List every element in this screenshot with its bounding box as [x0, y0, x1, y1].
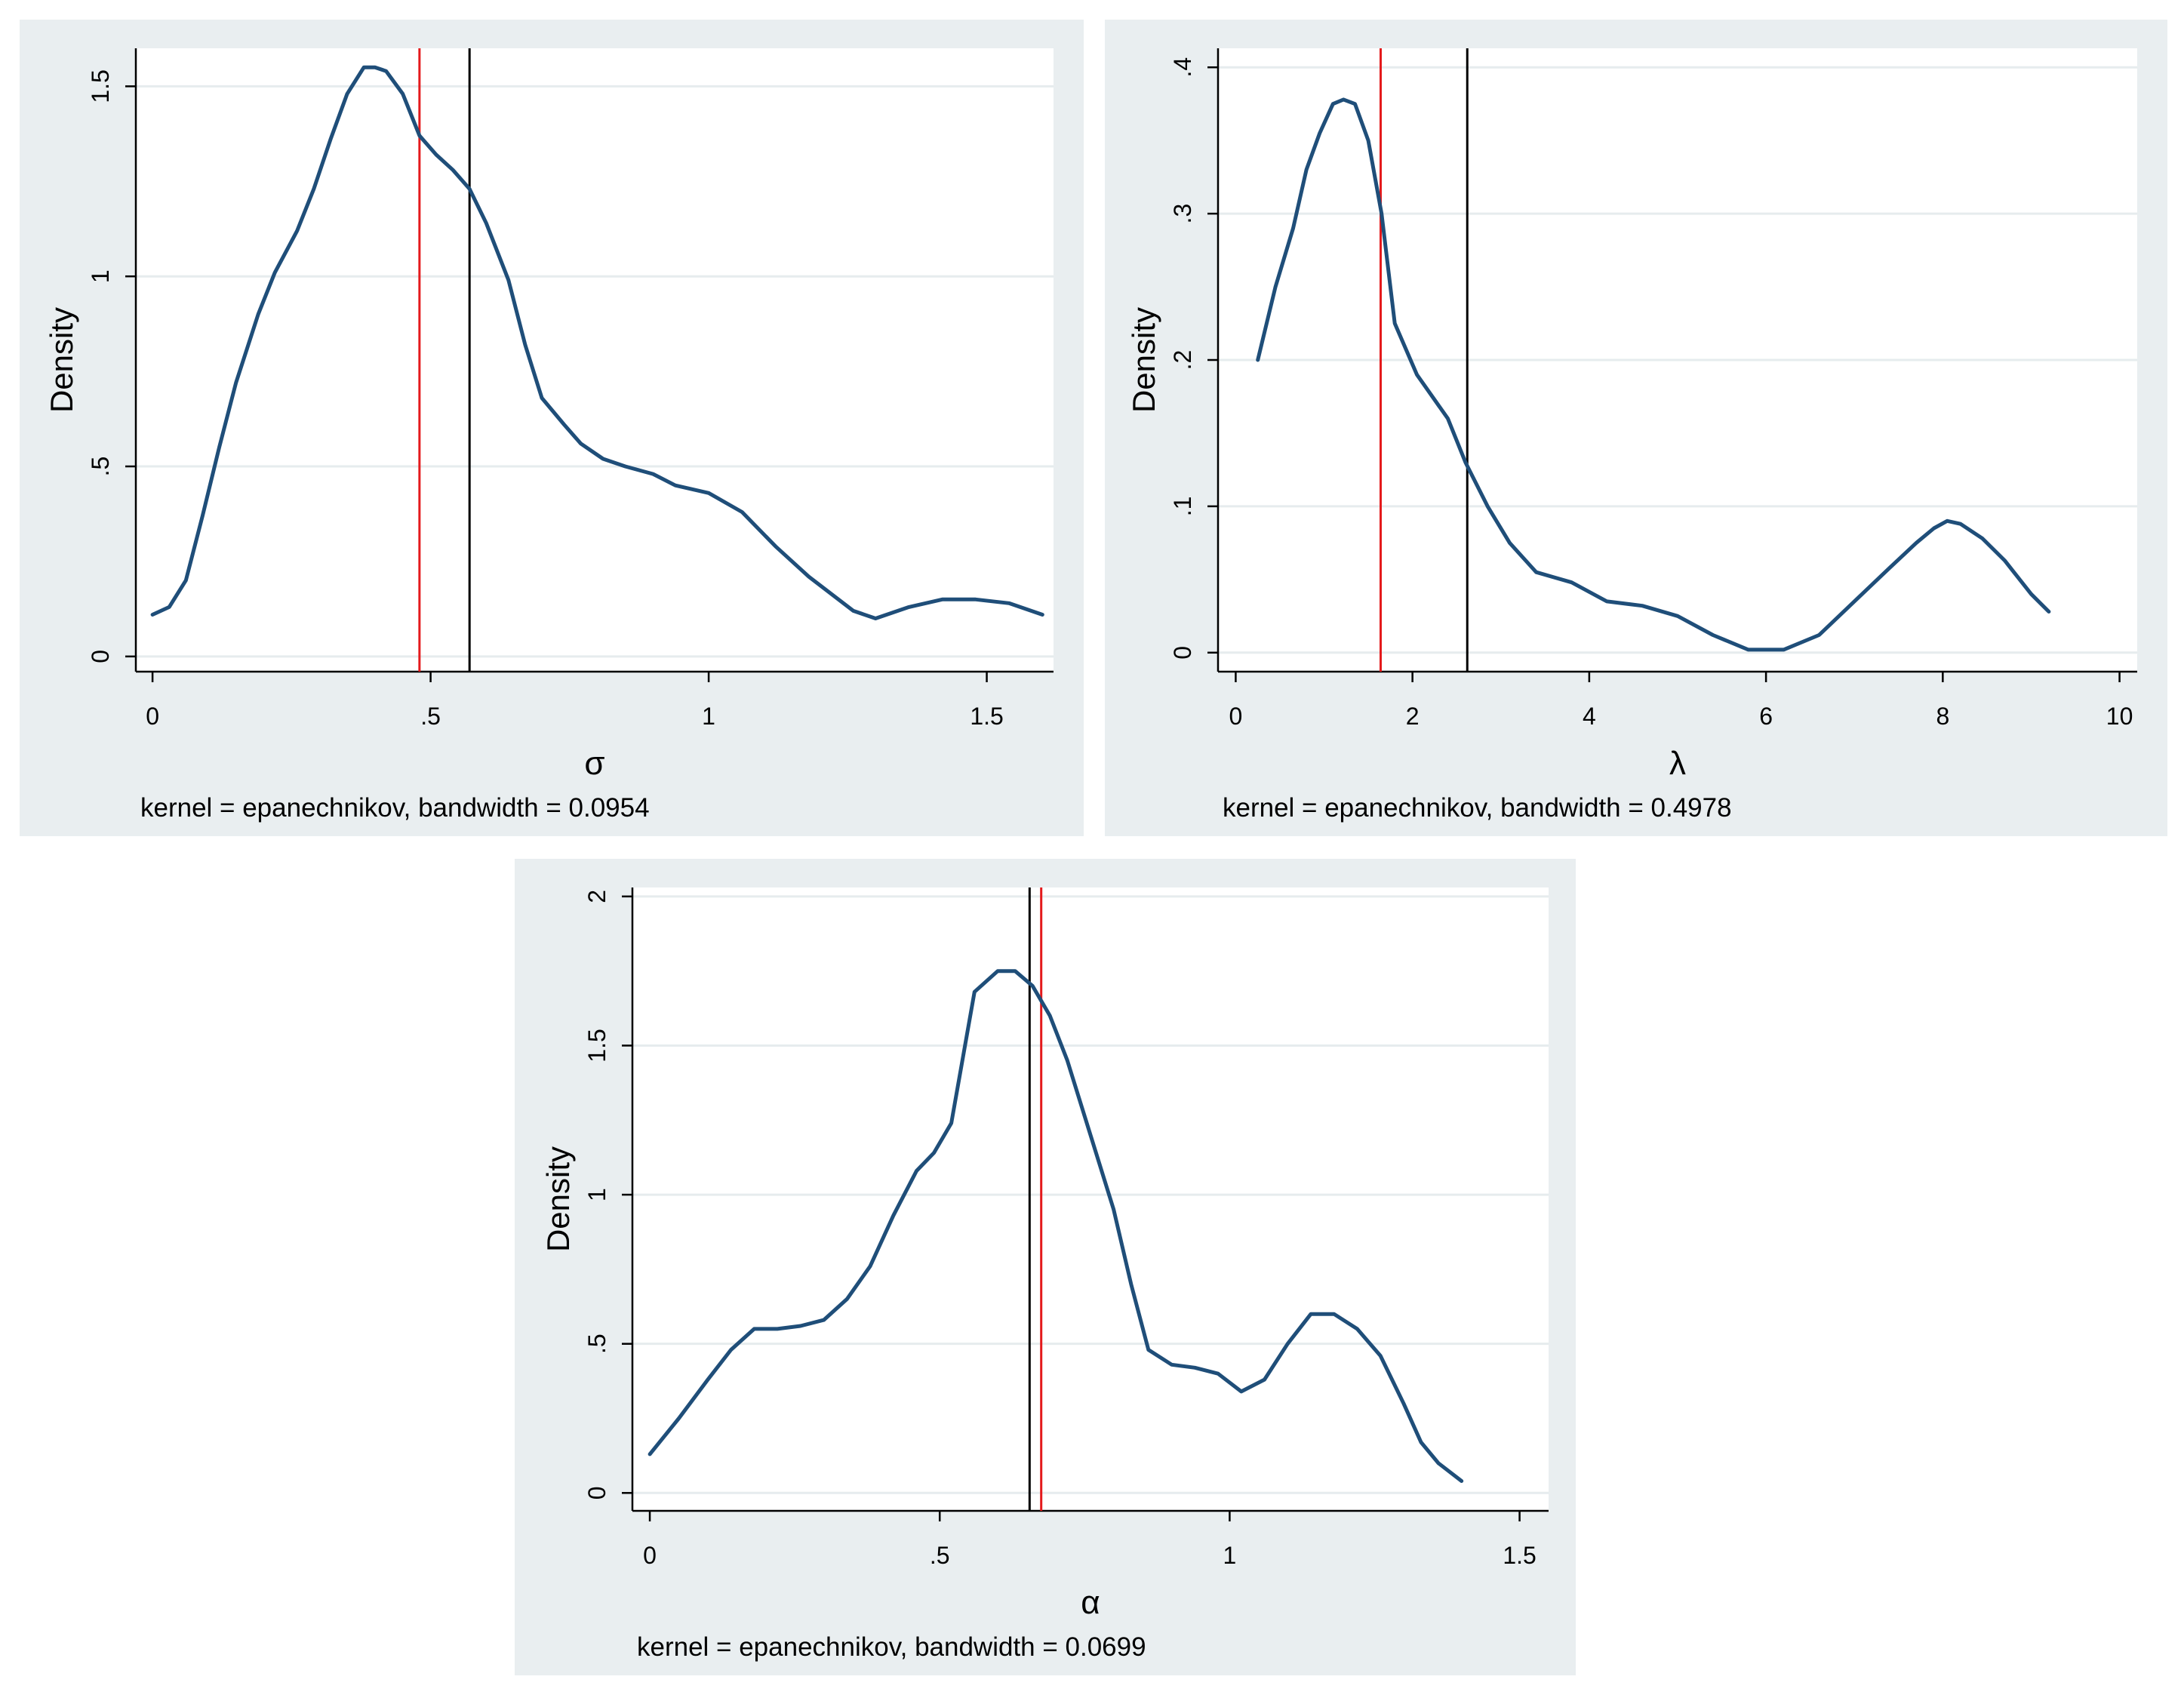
x-tick-label: .5 — [930, 1542, 950, 1569]
kernel-note: kernel = epanechnikov, bandwidth = 0.497… — [1223, 793, 1732, 823]
y-tick-label: 0 — [87, 650, 114, 663]
x-axis-label: σ — [584, 745, 604, 782]
x-tick-label: 0 — [146, 703, 159, 730]
x-tick-label: 0 — [643, 1542, 657, 1569]
y-tick-label: 0 — [1169, 646, 1196, 660]
x-tick-label: 1.5 — [970, 703, 1003, 730]
kernel-note: kernel = epanechnikov, bandwidth = 0.069… — [637, 1632, 1146, 1662]
y-tick-label: 1.5 — [583, 1029, 611, 1062]
x-tick-label: 0 — [1229, 703, 1243, 730]
chart-panel-sigma: 0 .5 1 1.5 0 .5 1 1.5 Density σ kernel = epanechni… — [20, 20, 1084, 836]
x-tick-label: 2 — [1406, 703, 1420, 730]
kernel-note: kernel = epanechnikov, bandwidth = 0.095… — [140, 793, 650, 823]
y-tick-label: .2 — [1169, 350, 1196, 371]
lambda-density-chart: 0 .1 .2 .3 .4 0 2 4 6 8 10 Density λ kernel = epanech… — [1105, 20, 2167, 836]
density-curve — [1256, 97, 2051, 652]
y-tick-label: .3 — [1169, 204, 1196, 224]
y-tick-label: 1 — [583, 1188, 611, 1201]
density-curve — [150, 65, 1044, 620]
y-tick-label: 0 — [583, 1486, 611, 1500]
y-axis-label: Density — [1126, 307, 1161, 413]
x-tick-label: .5 — [420, 703, 441, 730]
y-tick-label: .4 — [1169, 57, 1196, 78]
x-tick-label: 1 — [1223, 1542, 1237, 1569]
y-axis-label: Density — [540, 1146, 576, 1252]
chart-panel-alpha: 0 .5 1 1.5 2 0 .5 1 1.5 Density α kernel = epanechn… — [515, 859, 1576, 1675]
density-curve — [648, 969, 1464, 1483]
alpha-density-chart: 0 .5 1 1.5 2 0 .5 1 1.5 Density α kernel = epanechn… — [515, 859, 1576, 1675]
y-tick-label: 2 — [583, 890, 611, 903]
y-tick-label: 1 — [87, 269, 114, 283]
sigma-density-chart: 0 .5 1 1.5 0 .5 1 1.5 Density σ kernel = epanechni… — [20, 20, 1084, 836]
x-axis-label: α — [1081, 1584, 1100, 1621]
x-tick-label: 10 — [2106, 703, 2133, 730]
x-tick-label: 6 — [1759, 703, 1773, 730]
y-axis-label: Density — [44, 307, 79, 413]
y-tick-label: .1 — [1169, 497, 1196, 517]
x-axis-label: λ — [1669, 745, 1686, 782]
x-tick-label: 4 — [1583, 703, 1596, 730]
y-tick-label: 1.5 — [87, 69, 114, 103]
x-tick-label: 8 — [1936, 703, 1949, 730]
chart-panel-lambda: 0 .1 .2 .3 .4 0 2 4 6 8 10 Density λ kernel = epanech… — [1105, 20, 2167, 836]
x-tick-label: 1 — [702, 703, 715, 730]
y-tick-label: .5 — [87, 457, 114, 477]
y-tick-label: .5 — [583, 1333, 611, 1354]
plot-area — [136, 48, 1054, 672]
x-tick-label: 1.5 — [1503, 1542, 1536, 1569]
plot-area — [632, 887, 1549, 1511]
